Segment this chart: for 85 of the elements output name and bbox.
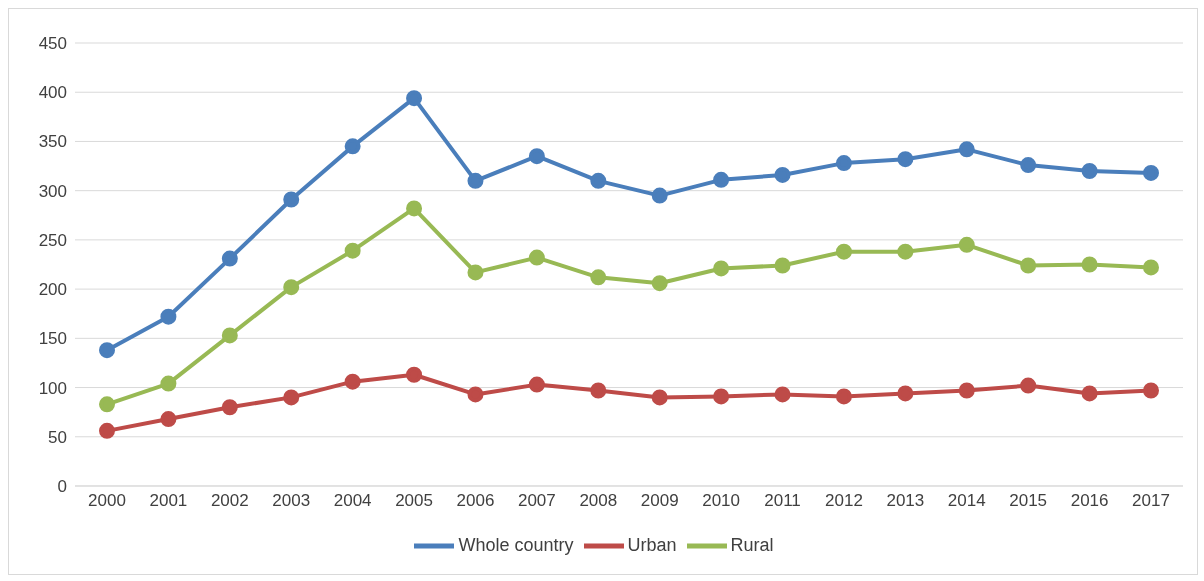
x-tick-label: 2005 (395, 491, 433, 511)
point (1081, 162, 1098, 179)
point (1143, 259, 1159, 276)
point (160, 411, 177, 428)
point (283, 279, 300, 296)
point (160, 308, 177, 325)
legend-label: Urban (627, 534, 677, 555)
x-tick-label: 2017 (1132, 491, 1170, 511)
y-tick-label: 100 (38, 378, 67, 398)
point (344, 373, 361, 390)
y-tick-label: 350 (38, 132, 67, 152)
point (160, 375, 177, 392)
y-tick-label: 450 (38, 34, 67, 54)
point (406, 90, 423, 107)
point (897, 151, 914, 168)
point (651, 187, 668, 204)
legend-label: Rural (730, 534, 774, 555)
x-tick-label: 2012 (825, 491, 863, 511)
point (1081, 256, 1098, 273)
point (528, 376, 545, 393)
point (344, 138, 361, 155)
point (958, 141, 975, 158)
y-tick-label: 250 (38, 230, 67, 250)
point (528, 148, 545, 165)
point (774, 166, 791, 183)
point (467, 264, 484, 281)
point (835, 388, 852, 405)
point (221, 399, 238, 416)
point (774, 257, 791, 274)
legend-label: Whole country (458, 534, 574, 555)
x-tick-label: 2008 (579, 491, 618, 511)
x-tick-label: 2013 (886, 491, 925, 511)
point (835, 243, 852, 260)
point (1143, 164, 1159, 181)
point (1020, 377, 1037, 394)
point (590, 382, 607, 399)
x-tick-label: 2011 (764, 491, 801, 511)
y-tick-label: 50 (48, 427, 67, 447)
point (406, 366, 423, 383)
point (467, 172, 484, 189)
point (713, 388, 730, 405)
point (713, 171, 730, 188)
x-tick-label: 2007 (517, 491, 556, 511)
x-tick-label: 2014 (947, 491, 986, 511)
point (283, 389, 300, 406)
point (1143, 382, 1159, 399)
point (713, 260, 730, 277)
point (99, 396, 115, 413)
y-tick-label: 200 (38, 280, 67, 300)
x-tick-label: 2010 (702, 491, 741, 511)
point (651, 275, 668, 292)
point (221, 327, 238, 344)
point (897, 243, 914, 260)
point (774, 386, 791, 403)
x-tick-label: 2006 (456, 491, 495, 511)
x-tick-label: 2000 (88, 491, 126, 511)
point (221, 250, 238, 267)
x-tick-label: 2004 (333, 491, 372, 511)
point (897, 385, 914, 402)
point (1081, 385, 1098, 402)
y-tick-label: 150 (38, 329, 67, 349)
x-tick-label: 2003 (272, 491, 311, 511)
point (958, 382, 975, 399)
y-tick-label: 0 (57, 477, 67, 497)
point (99, 422, 115, 439)
point (344, 242, 361, 259)
point (283, 191, 300, 208)
x-tick-label: 2009 (640, 491, 679, 511)
point (835, 155, 852, 172)
x-tick-label: 2001 (149, 491, 188, 511)
point (99, 342, 115, 359)
point (1020, 157, 1037, 174)
x-tick-label: 2002 (210, 491, 249, 511)
point (651, 389, 668, 406)
x-tick-label: 2015 (1009, 491, 1048, 511)
point (958, 236, 975, 253)
point (590, 269, 607, 286)
point (1020, 257, 1037, 274)
point (406, 200, 423, 217)
y-tick-label: 300 (38, 181, 67, 201)
x-tick-label: 2016 (1070, 491, 1109, 511)
point (467, 386, 484, 403)
point (528, 249, 545, 266)
y-tick-label: 400 (38, 83, 67, 103)
point (590, 172, 607, 189)
